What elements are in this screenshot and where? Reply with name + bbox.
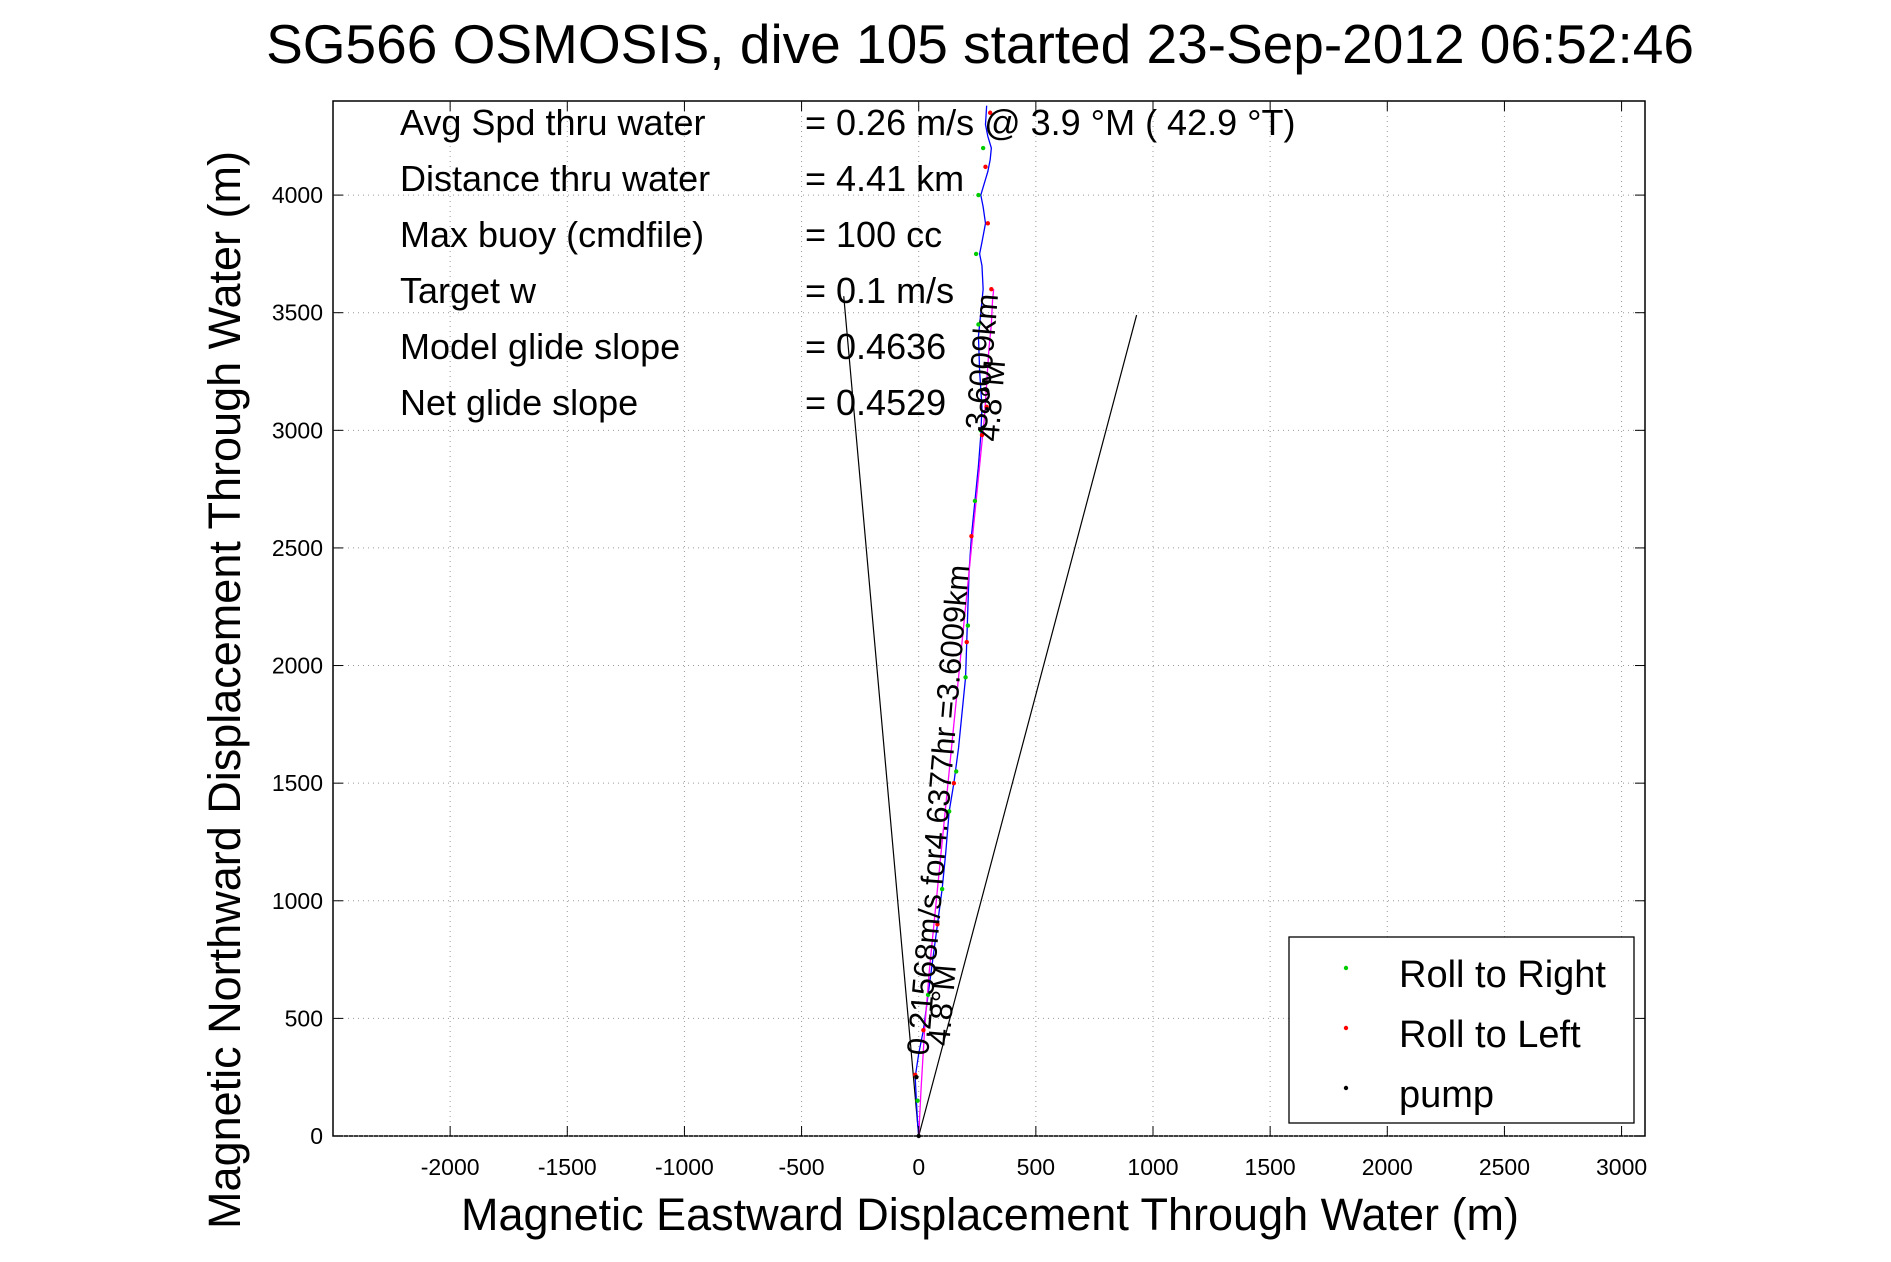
stat-value: = 0.4636 bbox=[805, 326, 946, 367]
y-tick-label: 0 bbox=[310, 1123, 323, 1149]
data-point-roll-to-left bbox=[989, 286, 994, 292]
data-point-roll-to-right bbox=[915, 1098, 920, 1103]
data-point-roll-to-right bbox=[978, 428, 983, 433]
data-point-roll-to-left bbox=[985, 221, 991, 226]
legend-marker bbox=[1343, 1025, 1349, 1031]
series-layer bbox=[913, 105, 995, 1139]
data-point-roll-to-right bbox=[965, 623, 971, 628]
reference-lines bbox=[843, 296, 1138, 1137]
stat-value: = 4.41 km bbox=[805, 158, 964, 199]
stat-label: Avg Spd thru water bbox=[400, 102, 706, 143]
stat-value: = 0.26 m/s @ 3.9 °M ( 42.9 °T) bbox=[805, 102, 1296, 143]
y-tick-label: 2500 bbox=[272, 535, 323, 561]
y-tick-label: 1000 bbox=[272, 888, 323, 914]
legend-marker bbox=[1343, 965, 1349, 971]
legend: Roll to Right Roll to Left pump bbox=[1288, 936, 1635, 1124]
stat-value: = 100 cc bbox=[805, 214, 942, 255]
data-point-roll-to-right bbox=[946, 809, 952, 814]
legend-label: Roll to Right bbox=[1399, 954, 1606, 996]
stats-box: Avg Spd thru water = 0.26 m/s @ 3.9 °M ( … bbox=[400, 102, 1296, 423]
data-point-roll-to-left bbox=[969, 533, 974, 539]
data-point-roll-to-right bbox=[963, 675, 968, 680]
x-tick-label: -2000 bbox=[421, 1154, 480, 1180]
annotation-text: 4.8°M bbox=[970, 359, 1012, 443]
legend-label: Roll to Left bbox=[1399, 1014, 1581, 1056]
stat-value: = 0.4529 bbox=[805, 382, 946, 423]
stat-label: Distance thru water bbox=[400, 158, 710, 199]
y-tick-label: 3000 bbox=[272, 417, 323, 443]
data-point-roll-to-right bbox=[939, 886, 945, 892]
x-axis-label: Magnetic Eastward Displacement Through W… bbox=[461, 1189, 1519, 1240]
data-point-roll-to-right bbox=[976, 192, 981, 198]
stat-label: Target w bbox=[400, 270, 537, 311]
y-tick-label: 3500 bbox=[272, 300, 323, 326]
stat-label: Max buoy (cmdfile) bbox=[400, 214, 704, 255]
reference-line bbox=[918, 314, 1138, 1137]
data-point-pump bbox=[914, 1074, 919, 1080]
data-point-roll-to-right bbox=[976, 322, 981, 327]
data-point-roll-to-right bbox=[972, 498, 978, 504]
stat-label: Net glide slope bbox=[400, 382, 638, 423]
y-tick-label: 1500 bbox=[272, 770, 323, 796]
data-point-roll-to-right bbox=[973, 251, 979, 257]
data-point-roll-to-left bbox=[935, 922, 940, 927]
x-tick-label: -1500 bbox=[538, 1154, 597, 1180]
data-point-roll-to-left bbox=[951, 780, 957, 786]
legend-marker bbox=[1343, 1085, 1349, 1091]
stat-label: Model glide slope bbox=[400, 326, 680, 367]
data-point-roll-to-left bbox=[979, 432, 985, 438]
x-tick-label: 2500 bbox=[1479, 1154, 1530, 1180]
x-tick-label: 3000 bbox=[1596, 1154, 1647, 1180]
data-point-roll-to-right bbox=[954, 769, 959, 774]
data-point-roll-to-right bbox=[925, 992, 931, 998]
x-tick-label: 0 bbox=[912, 1154, 925, 1180]
x-tick-label: 1000 bbox=[1127, 1154, 1178, 1180]
y-tick-label: 2000 bbox=[272, 653, 323, 679]
annotation-text: 4.8°M bbox=[921, 963, 963, 1047]
y-axis-ticks: 0 500 1000 1500 2000 2500 3000 3500 4000 bbox=[272, 182, 1645, 1149]
data-point-roll-to-left bbox=[921, 1027, 926, 1033]
x-tick-label: 2000 bbox=[1362, 1154, 1413, 1180]
data-point-roll-to-right bbox=[980, 145, 986, 151]
x-axis-ticks: -2000 -1500 -1000 -500 0 500 1000 1500 2000 2500 3… bbox=[421, 101, 1647, 1180]
x-tick-label: 1500 bbox=[1245, 1154, 1296, 1180]
data-point-roll-to-left bbox=[984, 404, 989, 409]
y-tick-label: 500 bbox=[285, 1005, 323, 1031]
stat-value: = 0.1 m/s bbox=[805, 270, 954, 311]
chart-title: SG566 OSMOSIS, dive 105 started 23-Sep-2… bbox=[266, 13, 1694, 75]
reference-line bbox=[843, 296, 920, 1137]
x-tick-label: 500 bbox=[1017, 1154, 1055, 1180]
data-point-roll-to-left bbox=[987, 110, 993, 115]
data-point-roll-to-left bbox=[983, 164, 988, 170]
legend-label: pump bbox=[1399, 1074, 1494, 1116]
x-tick-label: -1000 bbox=[655, 1154, 714, 1180]
series-line-model-track bbox=[918, 289, 995, 1137]
y-tick-label: 4000 bbox=[272, 182, 323, 208]
data-point-roll-to-left bbox=[964, 639, 969, 645]
x-tick-label: -500 bbox=[779, 1154, 825, 1180]
y-axis-label: Magnetic Northward Displacement Through … bbox=[199, 151, 250, 1229]
